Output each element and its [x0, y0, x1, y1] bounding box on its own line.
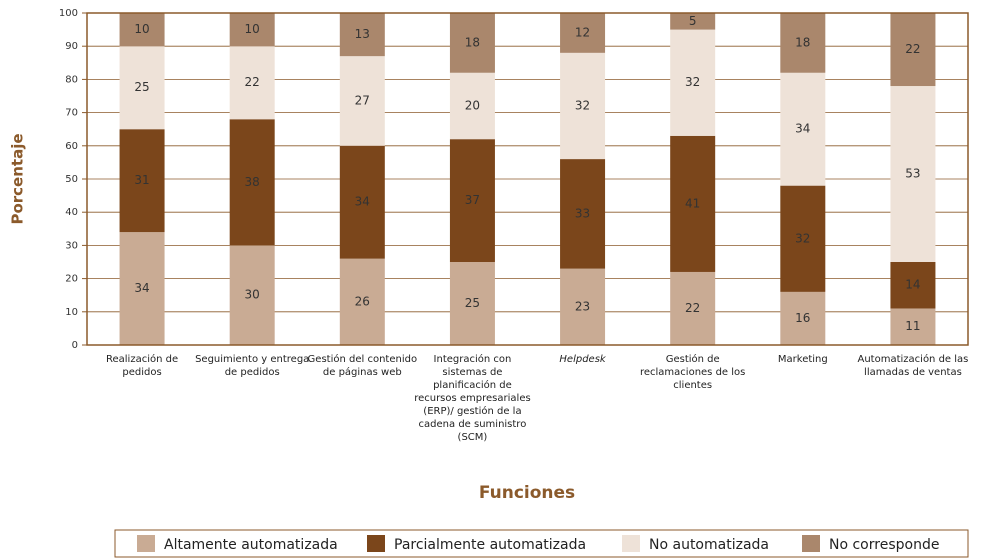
bar-segment — [339, 13, 385, 57]
value-label: 26 — [355, 294, 370, 308]
bar-segment — [119, 129, 165, 233]
bar-segment — [890, 262, 936, 309]
bar-segment — [229, 119, 275, 246]
y-tick-label: 10 — [65, 307, 78, 318]
bar-segment — [229, 245, 275, 345]
bar-segment — [339, 145, 385, 259]
bar-segment — [229, 13, 275, 47]
value-label: 34 — [134, 281, 149, 295]
bar-segment — [119, 13, 165, 47]
bar-segment — [890, 86, 936, 262]
x-axis-title: Funciones — [479, 483, 575, 503]
bar-segment — [560, 52, 606, 160]
value-label: 33 — [575, 206, 590, 220]
y-tick-label: 0 — [72, 340, 78, 351]
value-label: 10 — [245, 22, 260, 36]
bar-segment — [449, 72, 495, 140]
value-label: 32 — [575, 98, 590, 112]
bar-segment — [119, 232, 165, 345]
legend-box — [114, 529, 969, 558]
bar-segment — [780, 185, 826, 292]
value-label: 23 — [575, 299, 590, 313]
value-label: 32 — [795, 231, 810, 245]
bar-segment — [670, 271, 716, 345]
bar-segment — [560, 268, 606, 345]
bar-segment — [449, 13, 495, 73]
value-label: 18 — [795, 35, 810, 49]
x-tick-label: Gestión del contenido de páginas web — [307, 354, 418, 378]
x-tick-label: Helpdesk — [559, 354, 606, 365]
bar-segment — [670, 29, 716, 136]
value-label: 41 — [685, 196, 700, 210]
legend-swatch — [367, 535, 385, 552]
value-label: 32 — [685, 75, 700, 89]
legend-swatch — [137, 535, 155, 552]
y-tick-label: 40 — [65, 207, 78, 218]
legend-label: Parcialmente automatizada — [394, 537, 586, 553]
value-label: 25 — [465, 296, 480, 310]
legend-label: No corresponde — [829, 537, 939, 553]
bar-segment — [339, 258, 385, 345]
y-tick-label: 60 — [65, 141, 78, 152]
value-label: 12 — [575, 25, 590, 39]
value-label: 16 — [795, 311, 810, 325]
y-axis-title: Porcentaje — [9, 133, 27, 224]
value-label: 27 — [355, 93, 370, 107]
y-tick-label: 100 — [59, 8, 78, 19]
x-tick-label: Integración con sistemas de planificació… — [414, 354, 531, 443]
value-label: 22 — [905, 42, 920, 56]
value-label: 34 — [795, 122, 810, 136]
legend-swatch — [622, 535, 640, 552]
bar-segment — [449, 262, 495, 345]
bar-segment — [780, 72, 826, 186]
y-tick-label: 80 — [65, 74, 78, 85]
y-tick-label: 90 — [65, 41, 78, 52]
legend-label: No automatizada — [649, 537, 769, 553]
x-tick-label: Gestión de reclamaciones de los clientes — [639, 354, 746, 391]
bar-segment — [780, 13, 826, 73]
value-label: 30 — [245, 288, 260, 302]
bar-segment — [670, 135, 716, 272]
value-label: 25 — [134, 80, 149, 94]
bar-segment — [449, 139, 495, 262]
legend-swatch — [802, 535, 820, 552]
x-tick-label: Realización de pedidos — [106, 354, 179, 378]
value-label: 10 — [134, 22, 149, 36]
value-label: 34 — [355, 195, 370, 209]
bar-segment — [229, 46, 275, 120]
value-label: 31 — [134, 173, 149, 187]
value-label: 13 — [355, 27, 370, 41]
y-tick-label: 50 — [65, 174, 78, 185]
bar-segment — [560, 159, 606, 269]
bar-segment — [890, 13, 936, 87]
plot-frame — [86, 12, 969, 346]
value-label: 20 — [465, 98, 480, 112]
value-label: 22 — [685, 301, 700, 315]
value-label: 14 — [905, 278, 920, 292]
bar-segment — [119, 46, 165, 130]
x-tick-label: Automatización de las llamadas de ventas — [857, 354, 969, 378]
y-tick-label: 70 — [65, 108, 78, 119]
legend-label: Altamente automatizada — [164, 537, 338, 553]
value-label: 37 — [465, 193, 480, 207]
bar-segment — [670, 13, 716, 30]
bar-segment — [560, 13, 606, 53]
bar-segment — [780, 291, 826, 345]
value-label: 11 — [905, 319, 920, 333]
bar-segment — [890, 308, 936, 345]
value-label: 18 — [465, 35, 480, 49]
bar-segment — [339, 56, 385, 146]
y-tick-label: 30 — [65, 240, 78, 251]
x-tick-label: Seguimiento y entrega de pedidos — [195, 354, 310, 378]
value-label: 22 — [245, 75, 260, 89]
x-tick-label: Marketing — [777, 354, 828, 365]
value-label: 53 — [905, 167, 920, 181]
value-label: 38 — [245, 175, 260, 189]
value-label: 5 — [689, 14, 697, 28]
y-tick-label: 20 — [65, 274, 78, 285]
